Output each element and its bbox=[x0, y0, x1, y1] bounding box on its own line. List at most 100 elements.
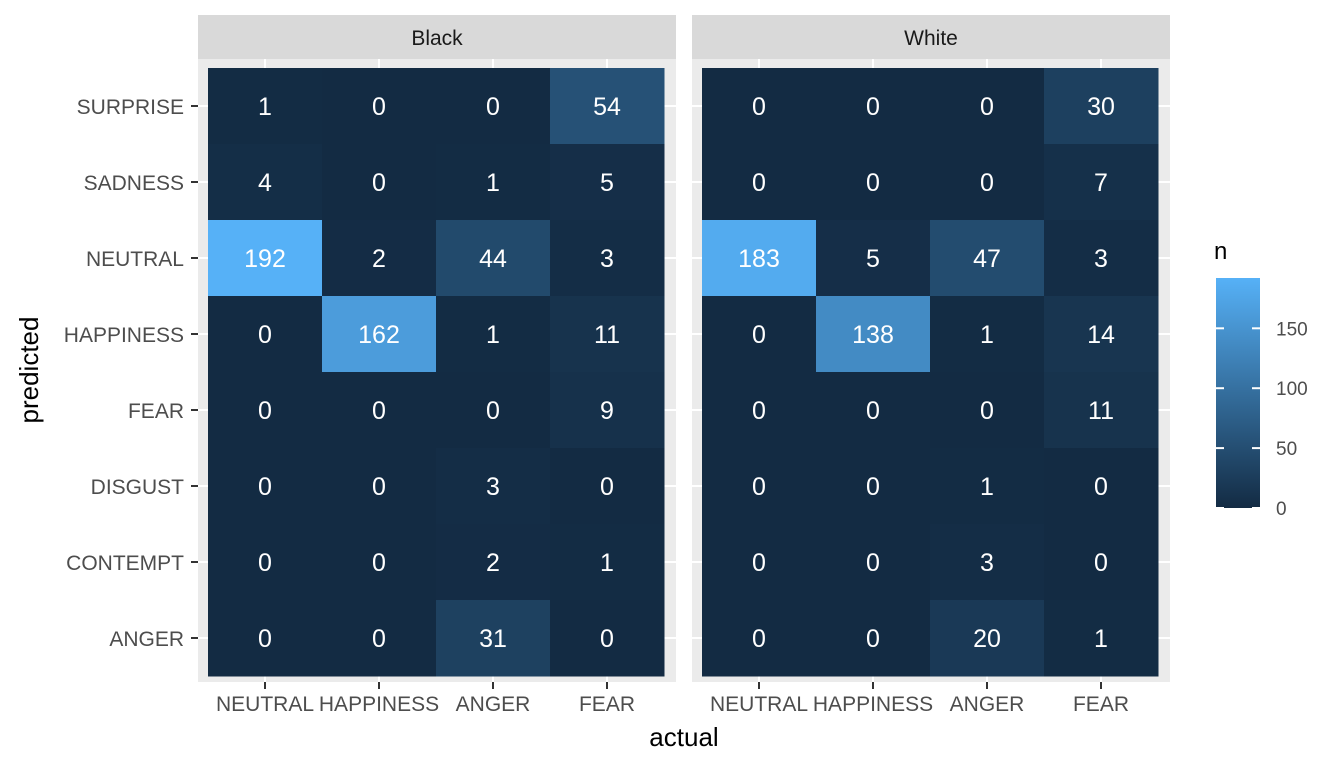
tile-value-label: 0 bbox=[866, 397, 880, 425]
heatmap-tile bbox=[930, 448, 1045, 525]
tile-value-label: 1 bbox=[600, 549, 614, 577]
y-tick-label: CONTEMPT bbox=[66, 552, 184, 575]
tile-value-label: 0 bbox=[486, 93, 500, 121]
tile-value-label: 2 bbox=[486, 549, 500, 577]
heatmap-tile bbox=[816, 220, 931, 297]
tile-value-label: 0 bbox=[258, 625, 272, 653]
x-tick-label: FEAR bbox=[1073, 693, 1129, 716]
heatmap-tile bbox=[1044, 220, 1159, 297]
heatmap-tile bbox=[702, 296, 817, 373]
heatmap-tile bbox=[702, 220, 817, 297]
tile-value-label: 0 bbox=[866, 169, 880, 197]
y-tick-label: NEUTRAL bbox=[86, 248, 184, 271]
heatmap-tile bbox=[550, 372, 665, 449]
heatmap-tile bbox=[930, 600, 1045, 677]
tile-value-label: 3 bbox=[600, 245, 614, 273]
heatmap-tile bbox=[208, 296, 323, 373]
heatmap-tile bbox=[702, 144, 817, 221]
heatmap-tile bbox=[702, 600, 817, 677]
heatmap-tile bbox=[816, 372, 931, 449]
heatmap-tile bbox=[1044, 372, 1159, 449]
heatmap-tile bbox=[550, 296, 665, 373]
tile-value-label: 0 bbox=[258, 321, 272, 349]
heatmap-tile bbox=[1044, 68, 1159, 145]
heatmap-tile bbox=[208, 524, 323, 601]
heatmap-tile bbox=[1044, 524, 1159, 601]
heatmap-tile bbox=[436, 68, 551, 145]
heatmap-tile bbox=[816, 144, 931, 221]
heatmap-tile bbox=[436, 448, 551, 525]
y-tick-label: SADNESS bbox=[84, 172, 184, 195]
tile-value-label: 1 bbox=[980, 473, 994, 501]
legend-title: n bbox=[1214, 238, 1227, 265]
heatmap-tile bbox=[550, 68, 665, 145]
tile-value-label: 7 bbox=[1094, 169, 1108, 197]
tile-value-label: 0 bbox=[752, 169, 766, 197]
heatmap-tile bbox=[702, 448, 817, 525]
heatmap-tile bbox=[436, 220, 551, 297]
color-legend: n 0 50 100 150 bbox=[1214, 238, 1308, 520]
y-tick-label: FEAR bbox=[128, 400, 184, 423]
facet-strip bbox=[692, 15, 1170, 59]
heatmap-tile bbox=[930, 372, 1045, 449]
tile-value-label: 0 bbox=[752, 321, 766, 349]
x-tick-label: ANGER bbox=[456, 693, 531, 716]
x-tick-label: HAPPINESS bbox=[319, 693, 439, 716]
heatmap-tile bbox=[322, 144, 437, 221]
heatmap-tile bbox=[550, 144, 665, 221]
tile-value-label: 5 bbox=[600, 169, 614, 197]
heatmap-tile bbox=[1044, 448, 1159, 525]
tile-value-label: 0 bbox=[752, 93, 766, 121]
tile-value-label: 0 bbox=[980, 169, 994, 197]
tile-value-label: 54 bbox=[593, 93, 621, 121]
tile-value-label: 0 bbox=[600, 473, 614, 501]
heatmap-tile bbox=[322, 372, 437, 449]
tile-value-label: 0 bbox=[600, 625, 614, 653]
tile-value-label: 0 bbox=[372, 549, 386, 577]
tile-value-label: 1 bbox=[486, 321, 500, 349]
tile-value-label: 0 bbox=[258, 549, 272, 577]
heatmap-tile bbox=[702, 68, 817, 145]
tile-value-label: 47 bbox=[973, 245, 1001, 273]
heatmap-tile bbox=[208, 220, 323, 297]
tile-value-label: 1 bbox=[1094, 625, 1108, 653]
tile-value-label: 0 bbox=[980, 93, 994, 121]
tile-value-label: 183 bbox=[738, 245, 780, 273]
x-tick-label: ANGER bbox=[950, 693, 1025, 716]
heatmap-tile bbox=[322, 296, 437, 373]
heatmap-tile bbox=[550, 448, 665, 525]
y-tick-label: HAPPINESS bbox=[64, 324, 184, 347]
tile-value-label: 1 bbox=[258, 93, 272, 121]
x-tick-label: FEAR bbox=[579, 693, 635, 716]
tile-value-label: 0 bbox=[866, 625, 880, 653]
heatmap-tile bbox=[436, 296, 551, 373]
tile-value-label: 30 bbox=[1087, 93, 1115, 121]
tile-value-label: 0 bbox=[1094, 473, 1108, 501]
y-tick-label: SURPRISE bbox=[77, 96, 184, 119]
tile-value-label: 0 bbox=[372, 397, 386, 425]
heatmap-tile bbox=[816, 296, 931, 373]
tile-value-label: 192 bbox=[244, 245, 286, 273]
tile-value-label: 11 bbox=[594, 321, 620, 349]
tile-value-label: 0 bbox=[866, 549, 880, 577]
x-tick-label: NEUTRAL bbox=[710, 693, 808, 716]
heatmap-tile bbox=[930, 144, 1045, 221]
tile-value-label: 20 bbox=[973, 625, 1001, 653]
x-tick-label: HAPPINESS bbox=[813, 693, 933, 716]
tile-value-label: 14 bbox=[1087, 321, 1115, 349]
y-axis: SURPRISE SADNESS NEUTRAL HAPPINESS FEAR DISGU… bbox=[64, 96, 198, 651]
heatmap-tile bbox=[208, 372, 323, 449]
heatmap-tile bbox=[322, 448, 437, 525]
heatmap-tile bbox=[208, 448, 323, 525]
tile-value-label: 3 bbox=[1094, 245, 1108, 273]
heatmap-tile bbox=[550, 220, 665, 297]
tile-value-label: 0 bbox=[372, 473, 386, 501]
y-axis-title: predicted bbox=[14, 317, 44, 424]
tile-value-label: 9 bbox=[600, 397, 614, 425]
tile-value-label: 0 bbox=[752, 625, 766, 653]
tile-value-label: 0 bbox=[752, 473, 766, 501]
legend-tick-label: 0 bbox=[1276, 499, 1287, 520]
legend-tick-label: 50 bbox=[1276, 439, 1297, 460]
